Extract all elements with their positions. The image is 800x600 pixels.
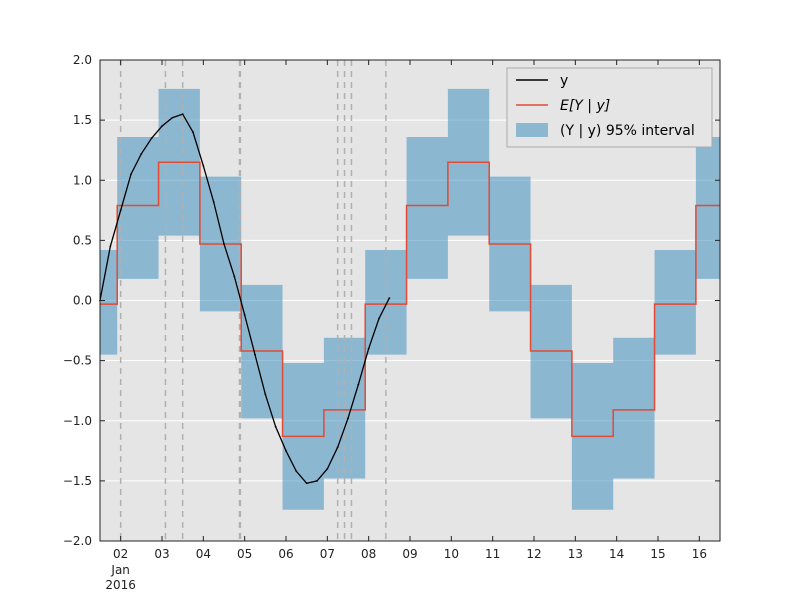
y-tick-label-6: 1.0 — [73, 173, 92, 187]
y-tick-label-5: 0.5 — [73, 233, 92, 247]
interval-band-layer — [100, 88, 720, 510]
x-tick-label-0: 02 — [113, 547, 128, 561]
observed-point-10 — [202, 164, 205, 167]
observed-point-13 — [233, 275, 236, 278]
mean-line-layer — [100, 161, 720, 438]
observed-point-11 — [212, 200, 215, 203]
mean-line — [100, 161, 720, 438]
x-tick-label-14: 16 — [692, 547, 707, 561]
x-tick-label-12: 14 — [609, 547, 624, 561]
y-tick-label-3: −0.5 — [63, 354, 92, 368]
observed-point-27 — [378, 317, 380, 320]
x-secondary-label-0: Jan — [110, 563, 130, 577]
observed-point-5 — [150, 137, 153, 140]
observed-point-3 — [130, 173, 132, 176]
x-tick-label-6: 08 — [361, 547, 376, 561]
legend: y E[Y | y] (Y | y) 95% interval — [506, 67, 713, 148]
observed-point-26 — [367, 347, 370, 350]
y-tick-label-7: 1.5 — [73, 113, 92, 127]
x-tick-label-1: 03 — [154, 547, 169, 561]
observed-point-25 — [357, 383, 360, 386]
x-secondary-label-1: 2016 — [105, 578, 136, 592]
observed-point-9 — [192, 131, 194, 134]
observed-point-22 — [326, 467, 329, 470]
legend-swatch-interval — [516, 123, 548, 137]
x-tick-label-2: 04 — [196, 547, 211, 561]
observed-point-17 — [274, 425, 277, 428]
x-tick-label-10: 12 — [526, 547, 541, 561]
observed-point-23 — [336, 446, 339, 449]
observed-point-18 — [285, 449, 287, 452]
y-tick-label-4: 0.0 — [73, 294, 92, 308]
y-tick-label-1: −1.5 — [63, 474, 92, 488]
observed-point-7 — [171, 116, 174, 119]
observed-point-19 — [295, 470, 298, 473]
x-tick-label-11: 13 — [568, 547, 583, 561]
observed-point-8 — [181, 113, 184, 116]
x-tick-label-5: 07 — [320, 547, 335, 561]
y-tick-label-0: −2.0 — [63, 534, 92, 548]
vline-layer — [119, 60, 387, 541]
x-tick-label-4: 06 — [278, 547, 293, 561]
observed-point-1 — [109, 245, 112, 248]
observed-point-12 — [223, 243, 225, 245]
observed-point-15 — [254, 353, 256, 356]
observed-point-16 — [264, 393, 267, 396]
axis-layer: −2.0 −1.5 −1.0 −0.5 0.0 0.5 1.0 1.5 2.0 02 03 04 05 0… — [63, 53, 721, 592]
y-tick-label-2: −1.0 — [63, 414, 92, 428]
x-tick-label-3: 05 — [237, 547, 252, 561]
observed-line-layer — [99, 113, 391, 485]
y-tick-label-8: 2.0 — [73, 53, 92, 67]
observed-point-20 — [305, 482, 308, 485]
x-tick-label-13: 15 — [650, 547, 665, 561]
observed-point-2 — [119, 209, 122, 212]
legend-label-y: y — [560, 73, 568, 89]
x-tick-label-7: 09 — [402, 547, 417, 561]
legend-label-interval: (Y | y) 95% interval — [560, 123, 695, 139]
observed-point-24 — [347, 417, 349, 420]
legend-label-mean: E[Y | y] — [560, 98, 610, 114]
x-tick-label-9: 11 — [485, 547, 500, 561]
observed-point-4 — [140, 152, 143, 155]
observed-point-6 — [161, 125, 163, 128]
observed-point-21 — [316, 479, 318, 482]
observed-point-14 — [243, 314, 246, 316]
observed-point-28 — [388, 297, 391, 299]
x-tick-label-8: 10 — [444, 547, 459, 561]
interval-band — [100, 88, 720, 510]
